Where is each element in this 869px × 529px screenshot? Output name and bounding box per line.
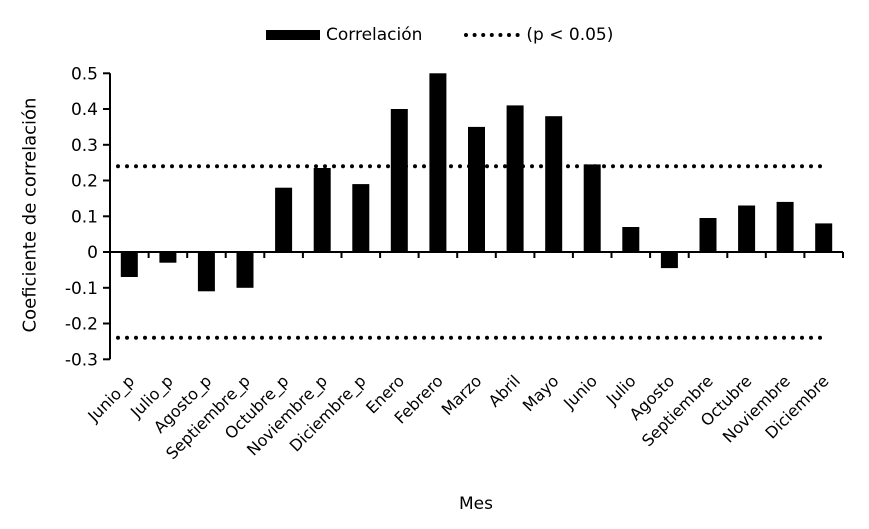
y-tick-label: -0.2 <box>65 315 98 335</box>
bar-Diciembre <box>815 223 833 252</box>
chart-legend: Correlación (p < 0.05) <box>266 24 613 46</box>
bar-Enero <box>390 109 408 252</box>
bar-Agosto_p <box>197 252 215 292</box>
legend-significance-label: (p < 0.05) <box>526 25 614 45</box>
y-tick-label: 0.4 <box>71 100 98 120</box>
x-tick-label: Junio <box>559 371 601 413</box>
legend-bar-swatch-icon <box>266 30 320 40</box>
bar-Noviembre <box>776 201 794 252</box>
x-tick-label: Mayo <box>519 371 563 415</box>
bar-Junio_p <box>120 252 138 277</box>
y-tick-label: 0.5 <box>71 64 98 84</box>
y-axis-title: Coeficiente de correlación <box>19 97 41 333</box>
legend-correlation-label: Correlación <box>326 25 423 45</box>
bar-Febrero <box>429 73 447 253</box>
bar-Noviembre_p <box>313 168 331 252</box>
bar-Octubre_p <box>275 187 293 252</box>
bar-Mayo <box>545 116 563 252</box>
x-tick-label: Junio_p <box>83 371 138 426</box>
y-tick-label: 0 <box>87 243 98 263</box>
bar-Septiembre <box>699 218 717 252</box>
bar-Diciembre_p <box>352 184 370 252</box>
y-tick-label: 0.1 <box>71 207 98 227</box>
bar-Agosto <box>660 252 678 269</box>
bar-Julio <box>622 227 640 252</box>
bar-Junio <box>583 164 601 252</box>
bar-Marzo <box>468 126 485 252</box>
x-axis-title: Mes <box>459 494 493 514</box>
bar-Septiembre_p <box>236 252 254 288</box>
y-tick-label: 0.2 <box>71 172 98 192</box>
legend-dotted-line-icon <box>464 33 521 37</box>
x-tick-label: Abril <box>485 371 524 410</box>
y-tick-label: -0.1 <box>65 279 98 299</box>
bar-Octubre <box>738 205 756 252</box>
y-tick-label: -0.3 <box>65 350 98 370</box>
x-tick-label: Marzo <box>438 371 486 419</box>
bar-Julio_p <box>159 252 177 263</box>
y-tick-label: 0.3 <box>71 136 98 156</box>
bar-Abril <box>506 105 524 253</box>
